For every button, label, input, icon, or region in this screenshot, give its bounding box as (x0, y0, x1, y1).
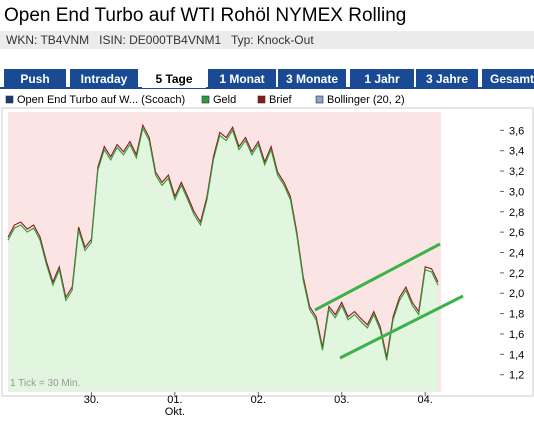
y-tick-label: 2,6 (509, 227, 524, 239)
tab[interactable] (4, 69, 66, 88)
legend: Open End Turbo auf W... (Scoach) Geld Brie… (5, 94, 405, 106)
legend-label: Brief (269, 94, 293, 106)
tab-label[interactable]: Gesamt (490, 72, 534, 86)
legend-swatch (315, 95, 324, 104)
tab-label[interactable]: Push (20, 72, 49, 86)
line (7, 126, 439, 361)
tab-bar: Push Intraday 5 Tage 1 Monat 3 Monate 1 Jahr 3… (4, 69, 534, 88)
legend-swatch (257, 95, 266, 104)
chart-frame (1, 107, 534, 397)
tab-label[interactable]: 3 Jahre (426, 72, 468, 86)
y-tick-label: 3,4 (509, 146, 524, 158)
annotation: 1 Tick = 30 Min. (10, 378, 80, 389)
tab-label[interactable]: 1 Jahr (364, 72, 400, 86)
line (7, 123, 439, 358)
y-tick-label: 3,2 (509, 166, 524, 178)
legend-label: Open End Turbo auf W... (Scoach) (17, 94, 185, 106)
y-tick-label: 2,2 (509, 268, 524, 280)
plot: 1,2 1,4 1,6 1,8 2,0 2,2 2,4 2,6 2,8 3,0 3,2 3,4 3,6 3… (7, 112, 524, 418)
y-tick-label: 1,8 (509, 309, 524, 321)
x-tick-label: 03. (334, 394, 349, 406)
x-tick-label: 04. (418, 394, 433, 406)
x-tick-label: 01. (167, 394, 182, 406)
x-month-label: Okt. (165, 406, 185, 418)
tab-label[interactable]: 5 Tage (155, 72, 192, 86)
tab[interactable] (208, 69, 276, 88)
tab[interactable] (70, 69, 138, 88)
y-tick-label: 3,0 (509, 186, 524, 198)
y-tick-label: 1,2 (509, 370, 524, 382)
area (8, 128, 438, 393)
legend-swatch (5, 95, 14, 104)
legend-swatch (201, 95, 210, 104)
y-tick-label: 1,4 (509, 349, 524, 361)
legend-label: Bollinger (20, 2) (327, 94, 405, 106)
y-tick-label: 2,4 (509, 248, 524, 260)
subtitle: WKN: TB4VNM ISIN: DE000TB4VNM1 Typ: Knoc… (6, 33, 314, 47)
y-tick-label: 3,6 (509, 125, 524, 137)
subtitle-bar (0, 31, 534, 49)
y-tick-label: 1,6 (509, 329, 524, 341)
tab-label[interactable]: Intraday (81, 72, 128, 86)
tab[interactable] (416, 69, 478, 88)
trend-line (339, 294, 464, 360)
y-tick-label: 2,8 (509, 207, 524, 219)
tab[interactable] (142, 69, 206, 88)
tab[interactable] (482, 69, 534, 88)
tab[interactable] (350, 69, 414, 88)
page-title: Open End Turbo auf WTI Rohöl NYMEX Rolli… (4, 5, 406, 26)
x-tick-label: 30. (84, 394, 99, 406)
tab[interactable] (278, 69, 346, 88)
tab-label[interactable]: 1 Monat (219, 72, 264, 86)
y-tick-label: 2,0 (509, 288, 524, 300)
trend-line (314, 242, 441, 312)
tab-label[interactable]: 3 Monate (286, 72, 338, 86)
legend-label: Geld (213, 94, 236, 106)
x-tick-label: 02. (251, 394, 266, 406)
